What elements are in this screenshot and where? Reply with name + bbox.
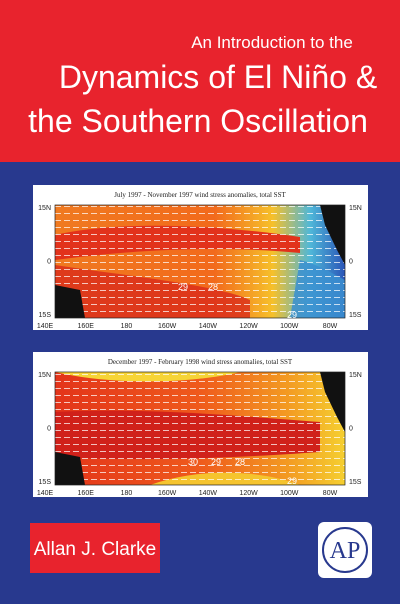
wind-vectors <box>55 205 345 318</box>
lon-label: 100W <box>280 323 299 330</box>
lon-label: 80W <box>323 490 338 497</box>
contour-label: 29 <box>178 282 188 292</box>
publisher-logo: AP <box>330 538 361 564</box>
author-box <box>30 523 160 573</box>
lat-label: 15N <box>38 372 51 379</box>
contour-label: 29 <box>211 457 221 467</box>
land <box>320 205 345 265</box>
lon-label: 80W <box>323 323 338 330</box>
lon-label: 120W <box>239 323 258 330</box>
contour-label: 28 <box>208 282 218 292</box>
lon-label: 160E <box>78 323 95 330</box>
lat-label: 15N <box>349 372 362 379</box>
lat-label: 15S <box>39 312 52 319</box>
title-line: Dynamics of El Niño & <box>59 59 377 95</box>
lon-label: 120W <box>239 490 258 497</box>
figure-caption: December 1997 - February 1998 wind stres… <box>108 358 293 366</box>
title-line: An Introduction to the <box>191 33 353 52</box>
land <box>55 285 85 318</box>
title-line: the Southern Oscillation <box>28 103 368 139</box>
map-frame <box>54 371 346 486</box>
contour-label: 29 <box>287 476 297 486</box>
lat-label: 15S <box>39 479 52 486</box>
logo-ring <box>322 527 368 573</box>
lon-label: 160W <box>158 490 177 497</box>
contour-label: 30 <box>188 457 198 467</box>
title-band <box>0 0 400 162</box>
lon-label: 100W <box>280 490 299 497</box>
map-frame <box>54 204 346 319</box>
lat-label: 0 <box>47 426 51 433</box>
wind-vectors <box>55 372 345 485</box>
lat-label: 0 <box>349 259 353 266</box>
lat-label: 0 <box>47 259 51 266</box>
contour-label: 28 <box>235 457 245 467</box>
lon-label: 180 <box>121 323 133 330</box>
figures: July 1997 - November 1997 wind stress an… <box>33 185 368 497</box>
lon-label: 160W <box>158 323 177 330</box>
lat-label: 15N <box>349 205 362 212</box>
lon-label: 140W <box>199 323 218 330</box>
lat-label: 15S <box>349 312 362 319</box>
figure-caption: July 1997 - November 1997 wind stress an… <box>114 191 286 199</box>
lon-label: 140W <box>199 490 218 497</box>
lon-label: 140E <box>37 323 54 330</box>
author: Allan J. Clarke <box>34 539 157 560</box>
lat-label: 15S <box>349 479 362 486</box>
lat-label: 0 <box>349 426 353 433</box>
lon-label: 160E <box>78 490 95 497</box>
land <box>55 452 85 485</box>
logo-box <box>318 522 372 578</box>
lon-label: 140E <box>37 490 54 497</box>
lon-label: 180 <box>121 490 133 497</box>
contour-label: 29 <box>287 310 297 320</box>
lat-label: 15N <box>38 205 51 212</box>
land <box>320 372 345 432</box>
